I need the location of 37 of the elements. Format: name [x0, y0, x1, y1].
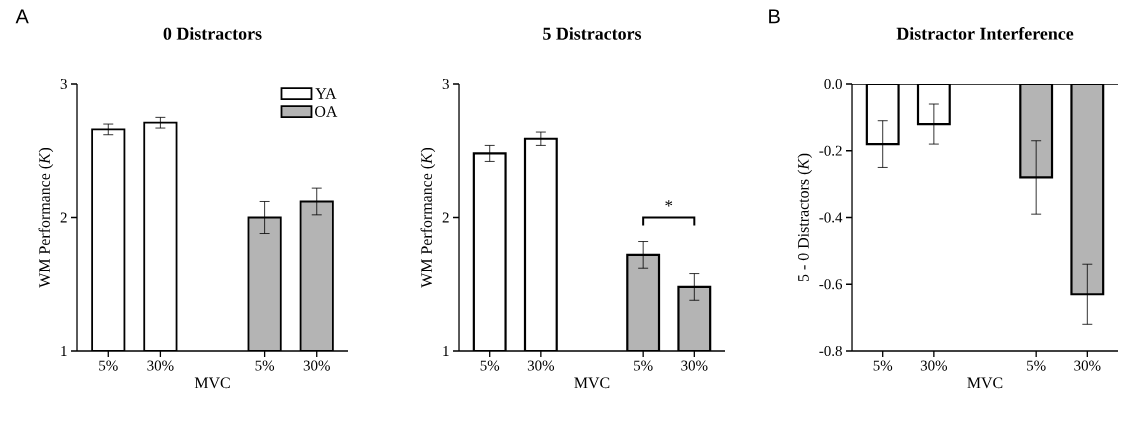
annotation: * [665, 200, 673, 207]
y-tick-label: -0.6 [819, 279, 843, 290]
x-tick-label: 30% [527, 360, 555, 371]
y-tick-label: -0.2 [819, 145, 842, 156]
x-tick-label: 30% [1074, 360, 1101, 371]
chart-title: 0 Distractors [163, 27, 262, 40]
y-tick-label: 0.0 [824, 78, 842, 90]
x-tick-label: 30% [147, 360, 174, 371]
x-tick-label: 30% [681, 360, 708, 371]
x-tick-label: 5% [1027, 360, 1046, 371]
y-tick-label: 2 [60, 212, 67, 223]
y-axis-title: WM Performance (K) [420, 147, 436, 288]
text: YA [315, 88, 337, 99]
chart-title: Distractor Interference [896, 27, 1074, 40]
y-tick-label: 1 [443, 346, 449, 356]
x-tick-label: 30% [303, 360, 330, 371]
y-tick-label: 3 [60, 78, 67, 90]
y-tick-label: 1 [61, 346, 67, 356]
text: B [769, 9, 780, 24]
y-tick-label: -0.4 [819, 212, 843, 223]
y-tick-label: -0.8 [819, 345, 842, 357]
x-tick-label: 30% [920, 360, 948, 371]
x-tick-label: 5% [634, 360, 653, 371]
x-tick-label: 5% [873, 360, 893, 371]
y-axis-title: WM Performance (K) [38, 147, 54, 288]
legend-label: OA [315, 106, 338, 117]
y-tick-label: 2 [442, 212, 449, 223]
x-axis-title: MVC [194, 377, 230, 389]
x-tick-label: 5% [480, 360, 500, 371]
x-axis-title: MVC [574, 377, 610, 389]
x-tick-label: 5% [99, 360, 118, 371]
x-axis-title: MVC [967, 377, 1003, 389]
x-tick-label: 5% [255, 360, 275, 371]
text: A [15, 9, 29, 24]
y-tick-label: 3 [442, 78, 449, 90]
chart-title: 5 Distractors [543, 27, 642, 40]
y-axis-title: 5 - 0 Distractors (K) [797, 153, 812, 282]
